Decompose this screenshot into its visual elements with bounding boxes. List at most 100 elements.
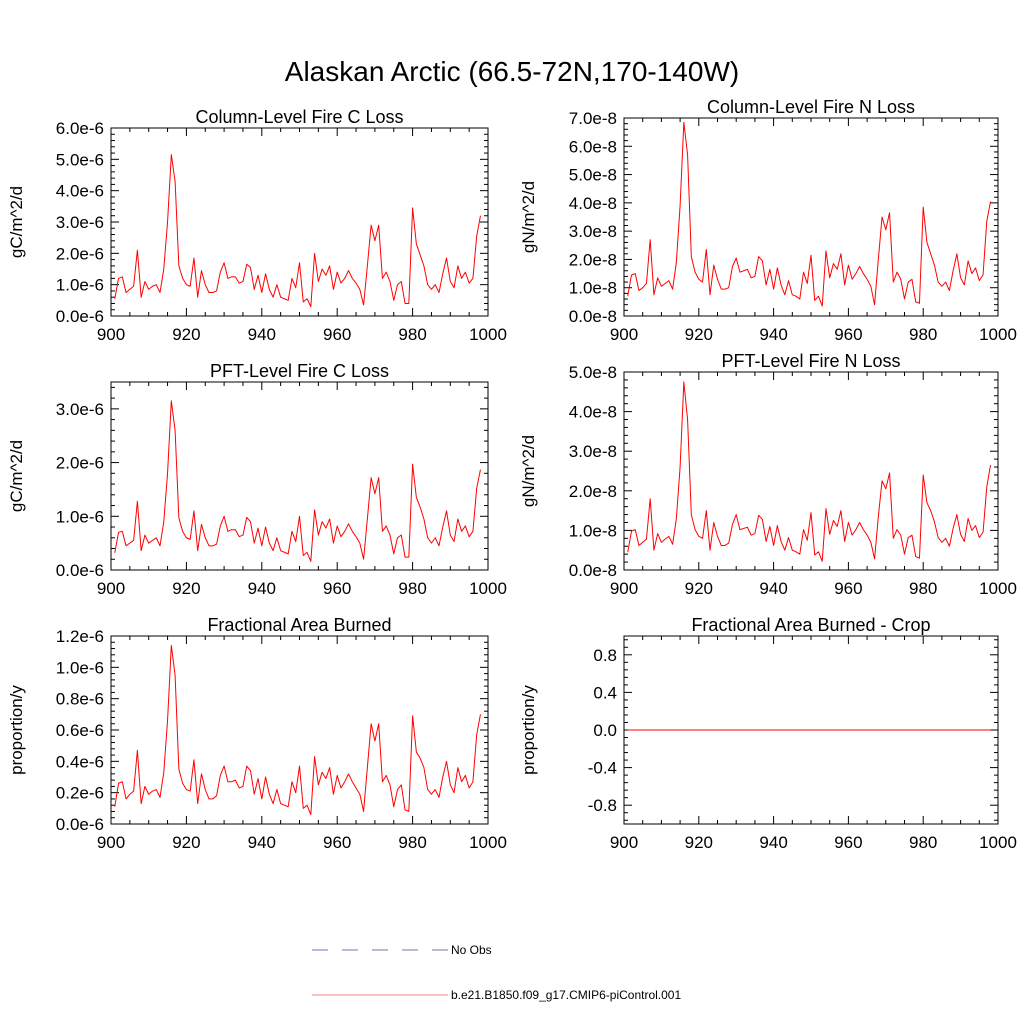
x-tick-label: 940 — [248, 579, 276, 598]
x-tick-label: 1000 — [469, 325, 507, 344]
y-tick-label: 0.8 — [593, 646, 617, 665]
x-tick-label: 940 — [248, 325, 276, 344]
legend-label-model: b.e21.B1850.f09_g17.CMIP6-piControl.001 — [451, 988, 681, 1002]
x-tick-label: 980 — [398, 579, 426, 598]
series-line — [627, 381, 992, 562]
y-tick-label: 2.0e-6 — [56, 244, 104, 263]
x-tick-label: 900 — [97, 325, 125, 344]
x-tick-label: 900 — [610, 325, 638, 344]
x-tick-label: 960 — [834, 833, 862, 852]
y-tick-label: 1.0e-8 — [569, 521, 617, 540]
y-tick-label: 6.0e-8 — [569, 137, 617, 156]
y-tick-label: 0.6e-6 — [56, 721, 104, 740]
x-tick-label: 920 — [685, 579, 713, 598]
legend-label-no-obs: No Obs — [451, 943, 492, 957]
panel-title: Fractional Area Burned — [207, 615, 391, 635]
panel-5: 900 920 940 960 980 1000 0.0e-6 0.2e-6 0.4e-6 0.6… — [7, 615, 507, 852]
y-tick-label: -0.4 — [588, 759, 617, 778]
x-tick-label: 980 — [398, 325, 426, 344]
plot-frame — [110, 635, 489, 825]
y-tick-label: 3.0e-6 — [56, 213, 104, 232]
y-axis-label: gC/m^2/d — [7, 186, 26, 258]
x-tick-label: 900 — [97, 579, 125, 598]
panel-2: 900 920 940 960 980 1000 0.0e-8 1.0e-8 2.0e-8 3.0… — [519, 97, 1017, 344]
y-tick-label: 6.0e-6 — [56, 119, 104, 138]
y-tick-label: 1.0e-6 — [56, 276, 104, 295]
x-tick-label: 960 — [834, 325, 862, 344]
x-tick-label: 920 — [685, 833, 713, 852]
y-axis-label: gN/m^2/d — [519, 181, 538, 253]
x-tick-label: 960 — [323, 579, 351, 598]
x-tick-label: 960 — [323, 325, 351, 344]
x-tick-label: 1000 — [469, 579, 507, 598]
x-tick-label: 980 — [398, 833, 426, 852]
y-tick-label: 4.0e-8 — [569, 403, 617, 422]
panels: 900 920 940 960 980 1000 0.0e-6 1.0e-6 2.0e-6 3.0… — [7, 97, 1017, 852]
panel-3: 900 920 940 960 980 1000 0.0e-6 1.0e-6 2.0e-6 3.0… — [7, 361, 507, 598]
y-tick-label: 0.0e-6 — [56, 561, 104, 580]
y-tick-label: 5.0e-8 — [569, 166, 617, 185]
y-tick-label: 0.0e-8 — [569, 561, 617, 580]
x-tick-label: 900 — [610, 833, 638, 852]
panel-1: 900 920 940 960 980 1000 0.0e-6 1.0e-6 2.0e-6 3.0… — [7, 107, 507, 344]
panel-6: 900 920 940 960 980 1000 -0.8 -0.4 0.0 0.4 0.8 Frac… — [519, 615, 1017, 852]
x-tick-label: 1000 — [979, 833, 1017, 852]
x-tick-label: 1000 — [469, 833, 507, 852]
y-tick-label: 0.4 — [593, 683, 617, 702]
x-tick-label: 960 — [834, 579, 862, 598]
x-tick-label: 980 — [909, 325, 937, 344]
series-line — [114, 644, 481, 816]
y-tick-label: -0.8 — [588, 796, 617, 815]
series-line — [114, 154, 481, 308]
y-tick-label: 3.0e-8 — [569, 222, 617, 241]
y-tick-label: 0.0e-6 — [56, 307, 104, 326]
x-tick-label: 940 — [248, 833, 276, 852]
x-tick-label: 900 — [97, 833, 125, 852]
y-axis-label: gN/m^2/d — [519, 435, 538, 507]
y-axis-label: proportion/y — [7, 685, 26, 775]
y-tick-label: 2.0e-8 — [569, 482, 617, 501]
panel-title: Fractional Area Burned - Crop — [691, 615, 930, 635]
x-tick-label: 940 — [759, 579, 787, 598]
x-tick-label: 920 — [172, 579, 200, 598]
y-tick-label: 0.0 — [593, 721, 617, 740]
panel-title: Column-Level Fire N Loss — [707, 97, 915, 117]
y-tick-label: 0.0e-6 — [56, 815, 104, 834]
y-tick-label: 3.0e-6 — [56, 400, 104, 419]
x-tick-label: 940 — [759, 325, 787, 344]
y-tick-label: 0.4e-6 — [56, 752, 104, 771]
y-tick-label: 0.0e-8 — [569, 307, 617, 326]
y-tick-label: 3.0e-8 — [569, 442, 617, 461]
y-tick-label: 2.0e-6 — [56, 454, 104, 473]
x-tick-label: 980 — [909, 579, 937, 598]
y-tick-label: 1.0e-8 — [569, 279, 617, 298]
y-axis-label: proportion/y — [519, 685, 538, 775]
y-tick-label: 4.0e-6 — [56, 182, 104, 201]
x-tick-label: 980 — [909, 833, 937, 852]
figure-title: Alaskan Arctic (66.5-72N,170-140W) — [285, 56, 739, 87]
y-tick-label: 1.0e-6 — [56, 507, 104, 526]
x-tick-label: 1000 — [979, 325, 1017, 344]
panel-4: 900 920 940 960 980 1000 0.0e-8 1.0e-8 2.0e-8 3.0… — [519, 351, 1017, 598]
panel-title: PFT-Level Fire N Loss — [721, 351, 900, 371]
panel-title: Column-Level Fire C Loss — [195, 107, 403, 127]
y-axis-label: gC/m^2/d — [7, 440, 26, 512]
x-tick-label: 1000 — [979, 579, 1017, 598]
y-tick-label: 1.0e-6 — [56, 658, 104, 677]
x-tick-label: 960 — [323, 833, 351, 852]
legend: No Obs b.e21.B1850.f09_g17.CMIP6-piContr… — [312, 943, 681, 1002]
y-tick-label: 4.0e-8 — [569, 194, 617, 213]
y-tick-label: 5.0e-6 — [56, 150, 104, 169]
series-line — [627, 121, 992, 307]
x-tick-label: 900 — [610, 579, 638, 598]
y-tick-label: 0.8e-6 — [56, 690, 104, 709]
x-tick-label: 920 — [172, 325, 200, 344]
y-tick-label: 5.0e-8 — [569, 363, 617, 382]
x-tick-label: 920 — [172, 833, 200, 852]
y-tick-label: 2.0e-8 — [569, 250, 617, 269]
x-tick-label: 940 — [759, 833, 787, 852]
y-tick-label: 1.2e-6 — [56, 627, 104, 646]
panel-title: PFT-Level Fire C Loss — [210, 361, 389, 381]
series-line — [114, 400, 481, 562]
